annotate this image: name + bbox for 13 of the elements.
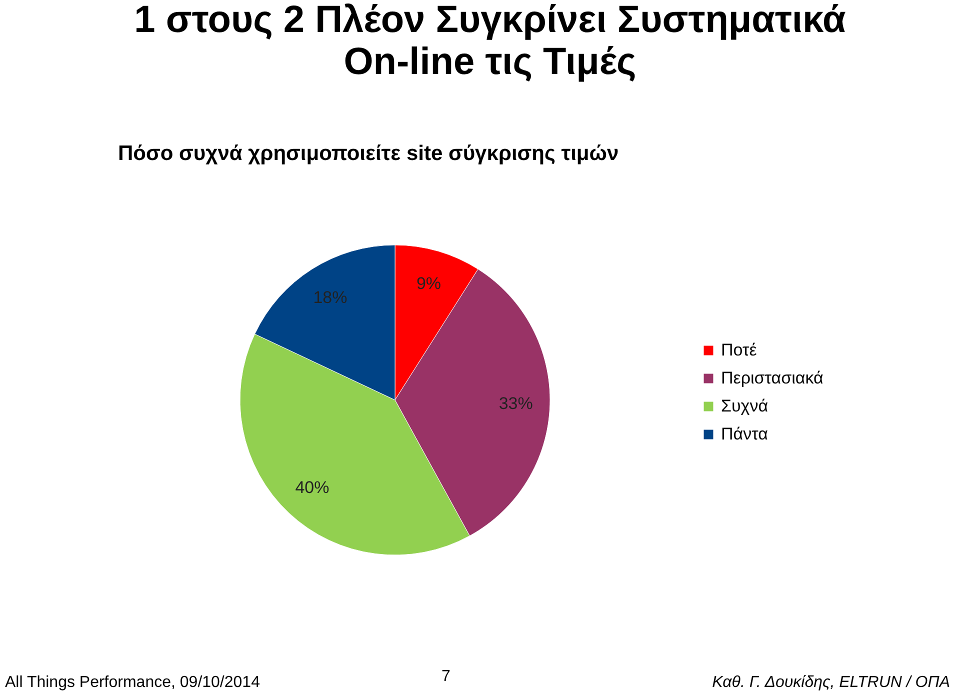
legend-label: Ποτέ	[721, 340, 758, 360]
legend-label: Συχνά	[721, 396, 768, 416]
data-label: 40%	[295, 478, 330, 498]
text: All Things Performance, 09/10/2014	[5, 674, 260, 691]
text: 7	[442, 668, 451, 685]
chart-title: 1 στους 2 Πλέον Συγκρίνει Συστηματικά On-line τις Τιμές	[134, 0, 846, 83]
data-label: 33%	[498, 394, 533, 413]
data-label: 18%	[313, 288, 348, 307]
text: Καθ. Γ. Δουκίδης, ELTRUN / ΟΠΑ	[712, 674, 950, 691]
chart-subtitle: Πόσο συχνά χρησιμοποιείτε site σύγκρισης τιμών	[118, 142, 619, 165]
legend-label: Πάντα	[721, 424, 768, 444]
data-label: 9%	[416, 274, 442, 293]
legend-label: Περιστασιακά	[721, 368, 824, 388]
